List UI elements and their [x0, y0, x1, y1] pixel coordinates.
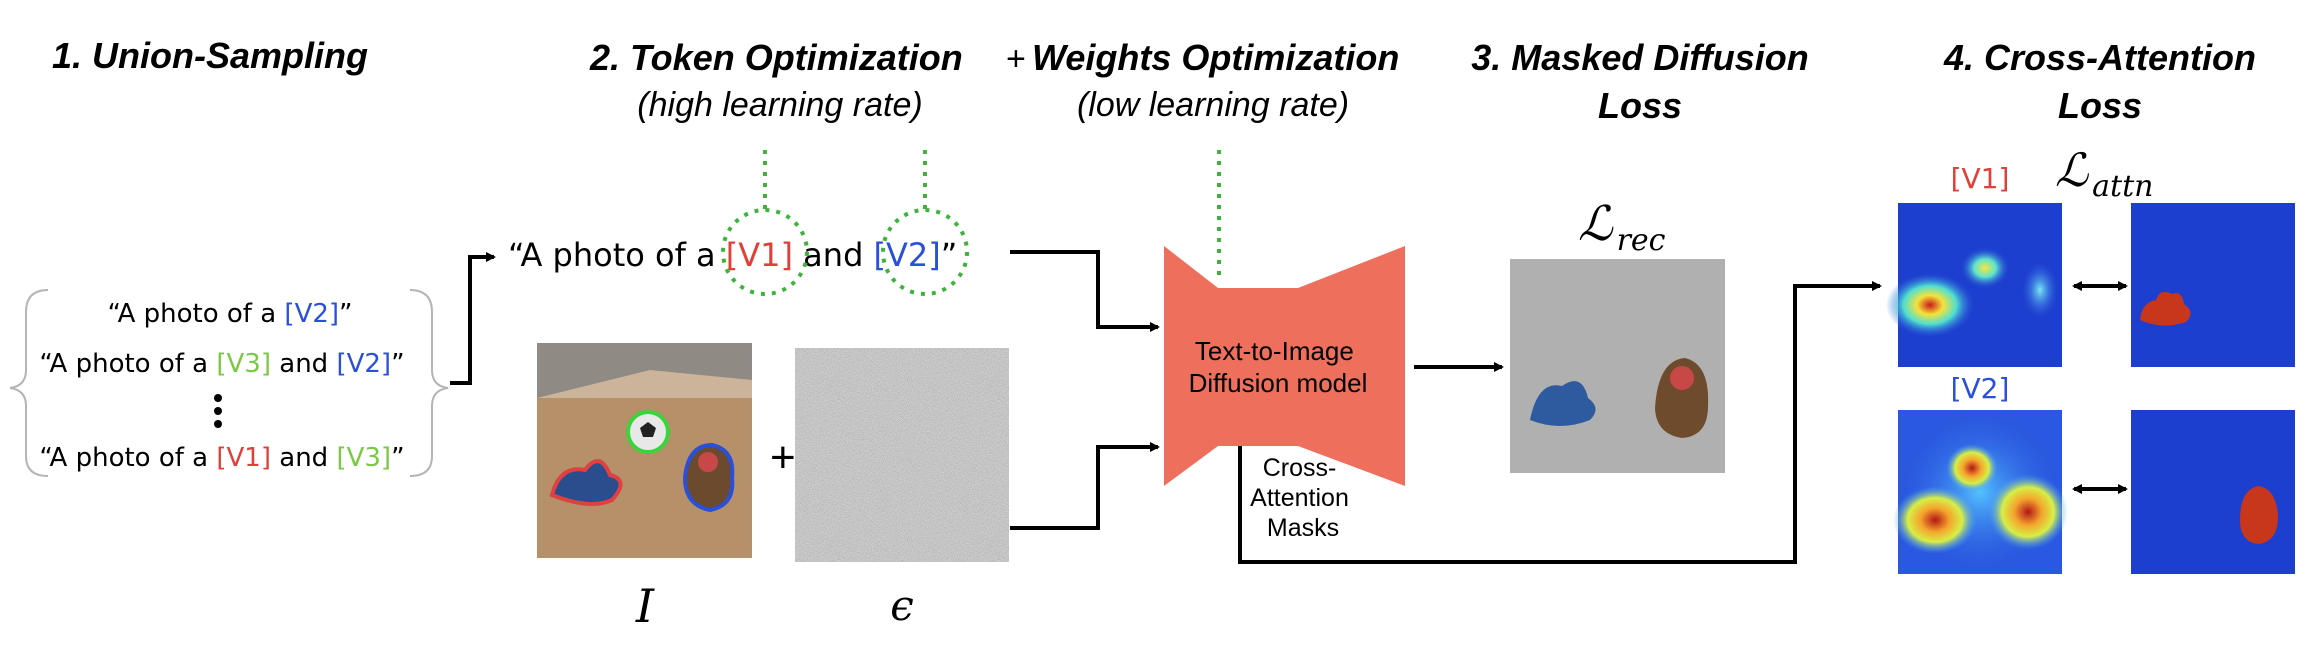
arrow-noise-to-model [1010, 442, 1160, 530]
title-masked-diffusion: 3. Masked Diffusion [1471, 37, 1808, 78]
diffusion-model-block [1164, 246, 1405, 486]
target-mask-v1 [2131, 203, 2295, 367]
bidirectional-arrows [2072, 281, 2128, 494]
title-cross-attention: 4. Cross-Attention [1943, 37, 2256, 78]
title-masked-diffusion-loss: Loss [1598, 85, 1682, 126]
token-v1: [V1] [726, 236, 793, 274]
arrow-to-prompt [450, 252, 496, 385]
token-v2: [V2] [284, 299, 339, 329]
token-v1: [V1] [216, 443, 271, 473]
noise-image [795, 348, 1009, 562]
input-image [537, 343, 752, 558]
title-cross-attention-loss: Loss [2058, 85, 2142, 126]
token-v3: [V3] [336, 443, 391, 473]
line-masks-to-loss [1238, 281, 1882, 564]
token-v3: [V3] [216, 349, 271, 379]
token-v2: [V2] [336, 349, 391, 379]
title-plus: + [1006, 40, 1026, 78]
token-v2: [V2] [874, 236, 941, 274]
prompt-set-bracket [9, 289, 449, 477]
masked-output-image [1510, 259, 1725, 473]
arrow-prompt-to-model [1010, 250, 1160, 332]
attention-map-v2 [1893, 410, 2068, 574]
title-token-optimization: 2. Token Optimization [589, 37, 963, 78]
title-union-sampling: 1. Union-Sampling [52, 35, 368, 76]
token-optimization-guides [721, 150, 1221, 296]
prompt-v3-v2: “A photo of a [V3] and [V2]” [39, 349, 404, 379]
ellipsis-dots [214, 394, 222, 428]
target-mask-v2 [2131, 410, 2295, 574]
attention-map-v1 [1886, 203, 2062, 367]
main-prompt: “A photo of a [V1] and [V2]” [508, 236, 957, 274]
weights-learning-rate: (low learning rate) [1077, 86, 1349, 124]
prompt-v1-v3: “A photo of a [V1] and [V3]” [39, 443, 404, 473]
image-plus: + [770, 433, 796, 482]
attn-label-v1: [V1] [1951, 162, 2010, 195]
token-learning-rate: (high learning rate) [637, 86, 922, 124]
prompt-v2: “A photo of a [V2]” [107, 299, 352, 329]
image-symbol: I [635, 579, 655, 633]
cross-attention-masks-label: Cross- Attention Masks [1250, 454, 1356, 542]
attn-label-v2: [V2] [1951, 372, 2010, 405]
diffusion-model-label: Text-to-Image Diffusion model [1189, 336, 1368, 398]
title-weights-optimization: Weights Optimization [1032, 37, 1399, 78]
noise-symbol: ϵ [890, 581, 914, 630]
